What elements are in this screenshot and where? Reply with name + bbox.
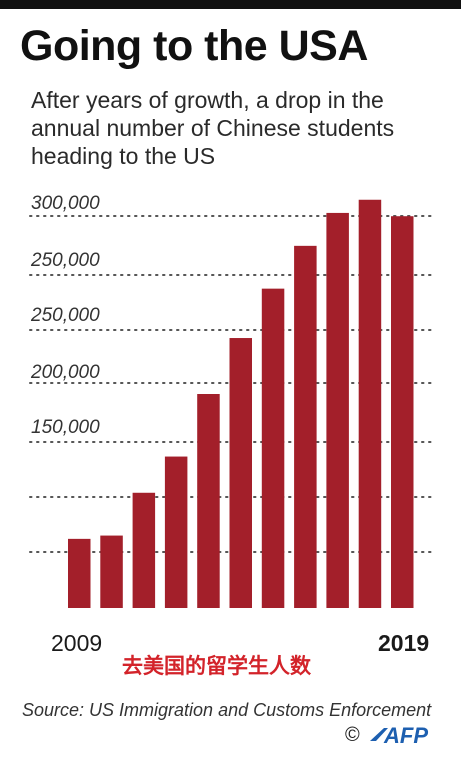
bar-chart: 150,000 200,000 250,000 250,000 300,000 (29, 193, 437, 608)
svg-text:AFP: AFP (383, 723, 428, 748)
bar-2017 (326, 212, 349, 608)
bar-2010 (100, 535, 123, 608)
bar-2019 (391, 216, 414, 608)
source-note: Source: US Immigration and Customs Enfor… (22, 700, 432, 720)
afp-logo: AFP (370, 723, 428, 748)
bar-2013 (197, 394, 220, 608)
bar-2014 (229, 338, 252, 608)
chinese-caption: 去美国的留学生人数 (122, 655, 311, 678)
bar-2011 (132, 492, 156, 608)
y-tick-label: 250,000 (30, 305, 100, 326)
bar-2016 (294, 245, 317, 608)
y-tick-label: 200,000 (30, 362, 100, 383)
bar-2009 (68, 538, 91, 608)
top-rule (0, 0, 461, 9)
y-tick-label: 150,000 (31, 417, 100, 438)
copyright-symbol: © (345, 724, 360, 746)
x-axis-start-label: 2009 (51, 630, 103, 656)
y-tick-label: 300,000 (31, 193, 100, 214)
bar-2018 (358, 199, 382, 608)
chart-title: Going to the USA (20, 22, 368, 70)
bar-2015 (261, 288, 285, 608)
x-axis-end-label: 2019 (378, 630, 430, 656)
chart-subtitle: After years of growth, a drop in the ann… (31, 87, 395, 169)
y-tick-label: 250,000 (30, 250, 100, 271)
bar-2012 (164, 456, 188, 608)
